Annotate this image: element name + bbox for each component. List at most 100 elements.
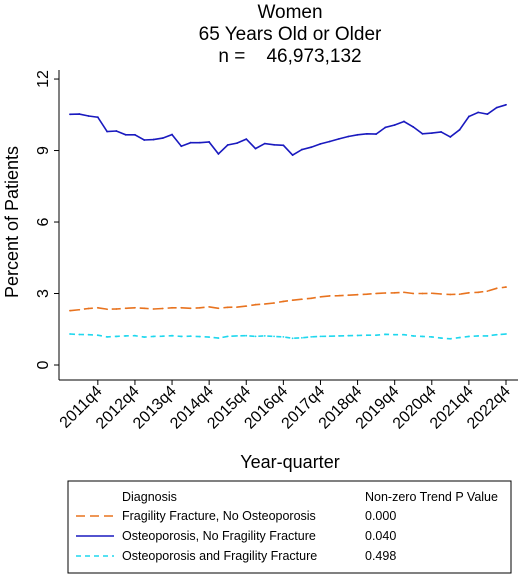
series-2-point <box>208 141 211 143</box>
series-1-point <box>282 300 285 303</box>
y-tick-label: 12 <box>35 70 52 88</box>
chart-title-line-1: Women <box>257 2 322 23</box>
series-1-point <box>180 306 183 309</box>
y-tick-label: 3 <box>35 289 52 298</box>
series-3-point <box>161 335 164 338</box>
series-1-point <box>134 306 136 309</box>
series-2-point <box>384 126 387 129</box>
series-1-point <box>356 293 359 296</box>
series-1-point <box>347 294 350 297</box>
series-3-point <box>171 334 173 337</box>
series-line-2 <box>69 104 507 157</box>
series-3-point <box>124 335 127 337</box>
series-3-point <box>328 335 331 338</box>
series-3-point <box>486 335 489 337</box>
series-2-point <box>338 137 340 140</box>
series-1-point <box>505 286 507 288</box>
series-3-point <box>96 334 99 337</box>
series-1-point <box>263 303 266 305</box>
series-2-point <box>161 137 164 140</box>
series-3-point <box>106 335 109 338</box>
series-3-point <box>505 333 507 335</box>
series-1-point <box>171 306 173 309</box>
series-2-point <box>134 133 136 136</box>
series-2-point <box>403 120 405 123</box>
legend-box <box>67 480 512 574</box>
series-1-point <box>319 295 322 298</box>
series-3-point <box>180 335 183 338</box>
series-2-point <box>412 126 415 128</box>
series-1-point <box>495 287 498 290</box>
series-2-point <box>440 131 442 133</box>
series-3-point <box>440 337 442 339</box>
series-2-point <box>301 148 303 151</box>
series-3-point <box>208 336 211 339</box>
series-3-point <box>115 335 118 338</box>
legend-header-diagnosis: Diagnosis <box>122 490 177 504</box>
series-1-point <box>236 306 238 308</box>
x-axis-title: Year-quarter <box>240 452 339 472</box>
series-2-point <box>69 113 71 116</box>
series-line-1 <box>69 286 507 312</box>
series-3-point <box>189 335 192 338</box>
series-3-point <box>69 333 71 335</box>
y-tick-label: 6 <box>35 217 52 226</box>
series-2-point <box>282 144 285 147</box>
series-3-point <box>282 335 285 338</box>
series-3-point <box>134 334 136 337</box>
series-3-point <box>236 335 238 337</box>
series-2-point <box>393 124 396 126</box>
series-2-point <box>96 116 99 119</box>
series-3-point <box>254 335 257 338</box>
series-2-point <box>310 146 313 149</box>
series-2-point <box>495 106 498 109</box>
series-3-point <box>467 335 470 338</box>
series-1-point <box>106 308 109 311</box>
series-1-point <box>430 292 433 295</box>
series-1-point <box>449 293 452 296</box>
series-1-point <box>365 293 368 296</box>
series-3-point <box>291 337 294 340</box>
legend-label-2: Osteoporosis, No Fragility Fracture <box>122 529 316 543</box>
series-line-3 <box>69 333 507 340</box>
series-1-point <box>486 290 489 293</box>
series-1-point <box>301 298 303 301</box>
series-3-point <box>495 333 498 336</box>
series-2-point <box>467 115 470 118</box>
series-1-point <box>189 307 192 310</box>
series-1-point <box>477 291 480 294</box>
chart-title-line-2: 65 Years Old or Older <box>199 24 382 45</box>
legend-pvalue-1: 0.000 <box>365 509 396 523</box>
series-3-point <box>393 333 396 336</box>
legend-label-1: Fragility Fracture, No Osteoporosis <box>122 509 316 523</box>
series-2-point <box>198 141 201 144</box>
series-3-point <box>365 334 368 337</box>
series-2-point <box>226 144 229 146</box>
series-1-point <box>375 292 378 295</box>
series-3-point <box>78 333 81 336</box>
series-2-point <box>486 113 489 115</box>
series-1-point <box>96 306 99 309</box>
series-2-point <box>505 103 507 106</box>
series-3-point <box>87 333 90 336</box>
series-1-point <box>273 302 275 304</box>
series-3-point <box>403 333 405 336</box>
series-1-point <box>245 305 248 308</box>
series-layer <box>69 103 507 340</box>
series-2-point <box>375 133 378 135</box>
series-1-point <box>87 307 90 310</box>
series-3-point <box>421 335 424 338</box>
series-1-point <box>161 307 164 310</box>
series-3-point <box>319 335 322 338</box>
legend-pvalue-3: 0.498 <box>365 549 396 563</box>
series-3-point <box>245 334 248 337</box>
series-3-point <box>198 335 201 338</box>
series-1-point <box>124 307 127 310</box>
legend-pvalue-2: 0.040 <box>365 529 396 543</box>
series-1-point <box>152 308 155 310</box>
series-3-point <box>226 335 229 338</box>
series-1-point <box>254 303 257 306</box>
series-2-point <box>319 142 322 145</box>
series-1-point <box>393 291 396 294</box>
